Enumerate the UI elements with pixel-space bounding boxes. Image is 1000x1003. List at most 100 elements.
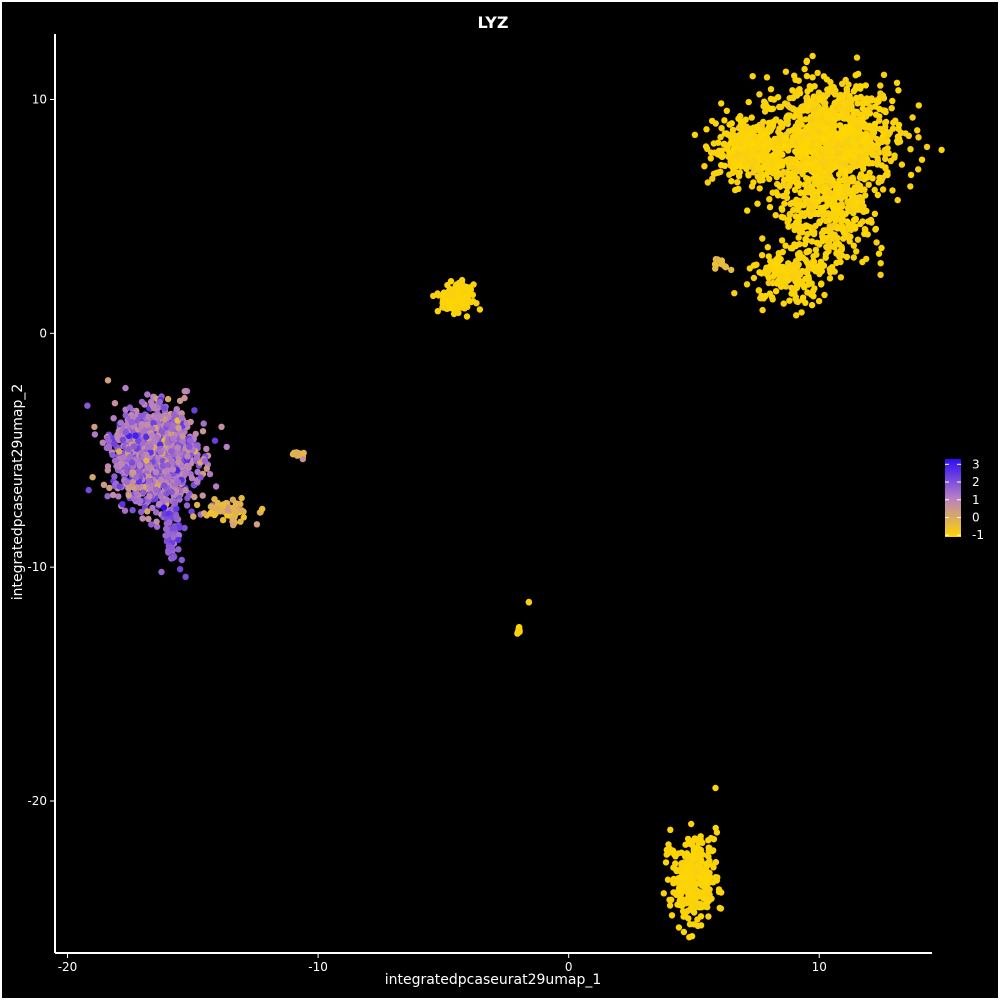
data-point — [761, 150, 768, 157]
data-point — [685, 857, 692, 864]
data-point — [804, 289, 811, 296]
data-point — [707, 155, 714, 162]
data-point — [909, 114, 916, 121]
data-point — [859, 203, 866, 210]
data-point — [781, 200, 788, 207]
data-point — [858, 83, 865, 90]
data-point — [765, 279, 772, 287]
data-point — [720, 141, 727, 148]
data-point — [796, 213, 804, 220]
data-point — [699, 839, 706, 846]
data-point — [463, 313, 471, 320]
data-point — [696, 874, 704, 881]
data-point — [763, 138, 770, 145]
data-point — [774, 192, 782, 199]
data-point — [812, 267, 819, 275]
data-point — [253, 521, 261, 528]
data-point — [749, 139, 756, 147]
data-point — [168, 425, 175, 432]
data-point — [114, 433, 121, 441]
data-point — [701, 163, 708, 170]
data-point — [716, 904, 723, 912]
data-point — [120, 454, 127, 461]
data-point — [147, 398, 155, 406]
data-point — [801, 268, 809, 275]
data-point — [880, 95, 888, 102]
data-point — [781, 142, 789, 150]
data-point — [811, 285, 818, 292]
data-point — [705, 844, 712, 851]
data-point — [877, 260, 884, 267]
data-point — [804, 123, 811, 131]
data-point — [798, 141, 805, 149]
data-point — [759, 176, 766, 184]
data-point — [672, 860, 679, 867]
data-point — [729, 169, 736, 176]
data-point — [164, 420, 171, 428]
data-point — [822, 130, 829, 137]
data-point — [748, 114, 755, 121]
data-point — [828, 153, 835, 160]
data-point — [877, 90, 884, 97]
data-point — [293, 450, 300, 457]
data-point — [240, 514, 247, 521]
data-point — [690, 921, 698, 928]
data-point — [463, 296, 470, 304]
data-point — [722, 263, 729, 270]
data-point — [183, 462, 191, 470]
data-point — [777, 119, 784, 126]
data-point — [877, 271, 884, 278]
data-point — [158, 476, 165, 483]
data-point — [199, 428, 207, 435]
data-point — [778, 283, 785, 290]
data-point — [162, 525, 170, 533]
data-point — [819, 261, 826, 268]
data-point — [830, 135, 837, 142]
data-point — [759, 235, 766, 242]
data-point — [847, 226, 855, 233]
data-point — [799, 103, 807, 110]
data-point — [843, 253, 851, 261]
data-point — [194, 442, 201, 449]
data-point — [174, 478, 182, 486]
data-point — [808, 301, 816, 309]
data-point — [853, 54, 861, 61]
data-point — [191, 407, 198, 414]
data-point — [785, 223, 792, 230]
data-point — [802, 235, 809, 243]
data-point — [783, 194, 791, 201]
data-point — [787, 244, 794, 252]
data-point — [703, 126, 710, 133]
data-point — [125, 485, 132, 492]
data-point — [803, 57, 811, 64]
data-point — [838, 136, 845, 143]
data-point — [878, 244, 885, 252]
data-point — [167, 430, 175, 437]
data-point — [175, 424, 182, 431]
data-point — [748, 146, 755, 153]
data-point — [729, 126, 737, 134]
data-point — [751, 262, 758, 269]
data-point — [84, 402, 91, 409]
data-point — [232, 500, 240, 507]
data-point — [434, 308, 441, 315]
data-point — [143, 451, 150, 458]
data-point — [784, 117, 791, 124]
data-point — [794, 119, 802, 126]
data-point — [712, 874, 719, 881]
data-point — [876, 174, 883, 181]
data-point — [125, 446, 132, 453]
data-point — [786, 297, 793, 304]
data-point — [137, 412, 145, 420]
data-point — [726, 121, 733, 128]
data-point — [144, 421, 151, 429]
data-point — [169, 435, 177, 442]
data-point — [126, 453, 134, 461]
data-point — [812, 158, 819, 166]
data-point — [751, 152, 759, 159]
data-point — [175, 459, 182, 466]
data-point — [855, 123, 862, 130]
data-point — [184, 453, 191, 460]
data-point — [790, 206, 797, 214]
data-point — [744, 207, 751, 214]
